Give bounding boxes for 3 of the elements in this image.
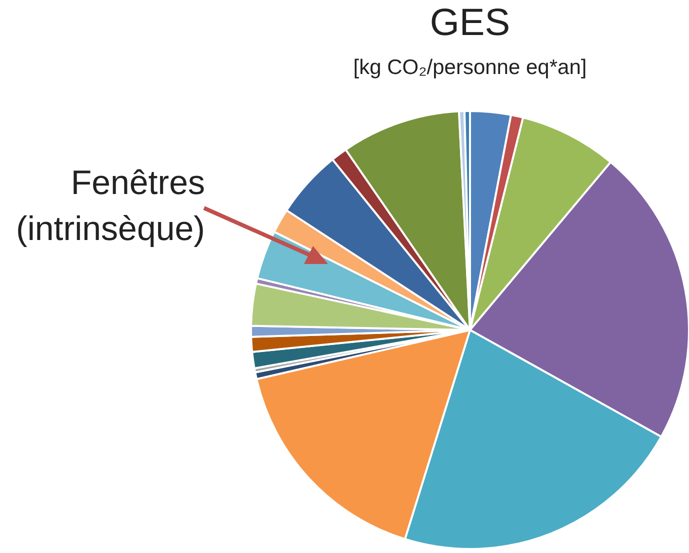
text: Fenêtres (intrinsèque) xyxy=(15,163,205,250)
chart-subtitle: [kg CO₂/personne eq*an] xyxy=(352,56,588,80)
chart-title: GES xyxy=(428,2,512,45)
